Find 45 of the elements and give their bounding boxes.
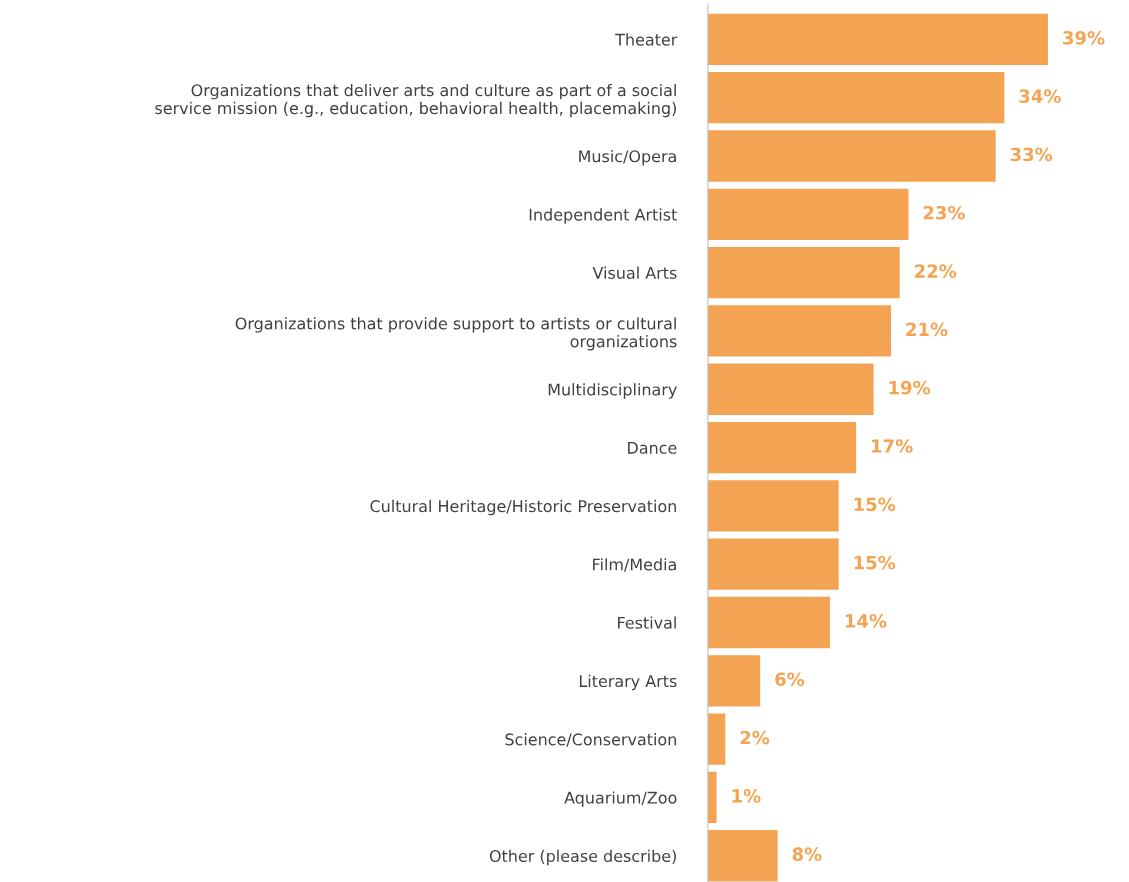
y-tick-label: Theater: [615, 33, 678, 46]
data-label: 39%: [1063, 30, 1105, 45]
bar: [707, 421, 857, 474]
y-tick-label: Organizations that deliver arts and culture as part of a social service mission (e.g., education, behavioral health, placemaking): [155, 83, 676, 118]
bar: [707, 305, 892, 357]
bar: [707, 655, 761, 707]
data-label: 22%: [915, 264, 957, 278]
bar: [707, 538, 839, 590]
y-tick-label: Independent Artist: [529, 208, 677, 224]
data-label: 15%: [854, 555, 896, 570]
y-tick-label: Organizations that provide support to artists or cultural organizations: [235, 317, 677, 351]
data-label: 34%: [1019, 89, 1061, 103]
y-tick-label: Aquarium/Zoo: [564, 791, 677, 807]
y-tick-label: Multidisciplinary: [548, 383, 677, 399]
y-tick-label: Music/Opera: [579, 149, 676, 166]
y-tick-label: Literary Arts: [579, 674, 677, 691]
data-label: 8%: [792, 847, 822, 861]
y-tick-label: Film/Media: [593, 558, 676, 572]
bar: [707, 713, 726, 765]
y-tick-label: Other (please describe): [489, 849, 676, 866]
data-label: 15%: [854, 497, 896, 512]
bar: [707, 72, 1005, 124]
data-label: 19%: [889, 380, 931, 395]
data-label: 1%: [732, 789, 761, 803]
bar: [707, 13, 1048, 66]
y-tick-label: Science/Conservation: [505, 733, 676, 747]
y-tick-label: Festival: [618, 616, 676, 629]
data-label: 33%: [1010, 147, 1053, 162]
bar: [707, 596, 830, 649]
bar: [707, 130, 996, 182]
y-tick-label: Dance: [628, 442, 677, 454]
bar: [707, 771, 717, 824]
y-tick-label: Cultural Heritage/Historic Preservation: [370, 499, 676, 516]
y-tick-label: Visual Arts: [592, 266, 677, 279]
data-label: 21%: [906, 322, 948, 337]
data-label: 14%: [845, 614, 887, 628]
data-label: 17%: [872, 439, 913, 453]
bar: [707, 830, 778, 882]
bar: [707, 246, 900, 299]
bar: [707, 363, 874, 415]
data-label: 6%: [775, 672, 805, 687]
data-label: 23%: [923, 205, 965, 220]
bar: [707, 480, 839, 532]
bar: [707, 188, 909, 240]
data-label: 2%: [740, 730, 770, 745]
